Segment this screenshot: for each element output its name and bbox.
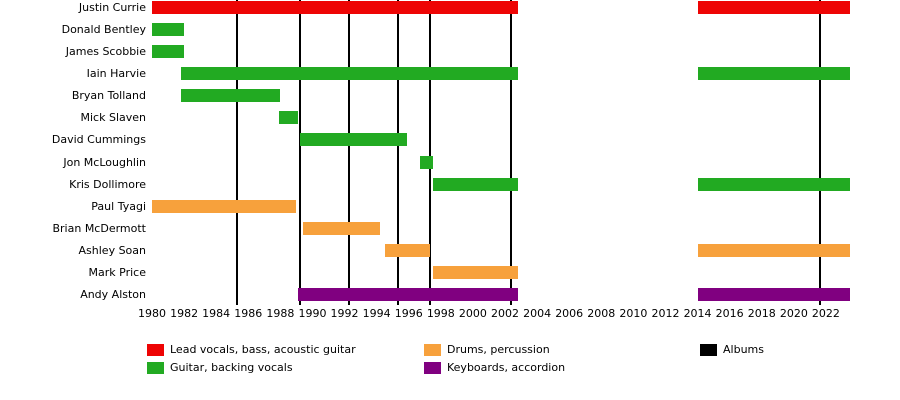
member-name-label: Mark Price	[88, 266, 146, 280]
plot-area	[152, 0, 850, 305]
x-axis-tick-label: 1988	[266, 307, 295, 320]
member-name-label: Kris Dollimore	[69, 177, 146, 191]
x-axis-tick-label: 1986	[234, 307, 263, 320]
album-release-line	[510, 0, 513, 305]
member-name-label: David Cummings	[51, 133, 146, 147]
x-axis-tick-label: 2016	[715, 307, 744, 320]
member-name-label: Bryan Tolland	[71, 89, 146, 103]
x-axis-tick-label: 2020	[779, 307, 808, 320]
legend-color-swatch	[147, 344, 164, 356]
member-name-label: Brian McDermott	[52, 222, 146, 235]
x-axis-tick-label: 1996	[394, 307, 423, 320]
member-tenure-bar	[697, 177, 850, 191]
member-tenure-bar	[697, 288, 850, 302]
member-tenure-bar	[697, 244, 850, 258]
x-axis-tick-label: 2002	[491, 307, 519, 320]
member-tenure-bar	[152, 44, 185, 58]
member-tenure-bar	[152, 0, 518, 14]
legend-color-swatch	[424, 344, 441, 356]
legend-color-swatch	[700, 344, 717, 356]
legend-label: Keyboards, accordion	[447, 361, 566, 374]
album-release-line	[396, 0, 399, 305]
member-tenure-bar	[299, 133, 408, 147]
member-tenure-bar	[180, 66, 518, 80]
member-name-label: Jon McLoughlin	[63, 155, 146, 169]
member-tenure-bar	[432, 266, 518, 280]
member-name-label: James Scobbie	[65, 44, 146, 58]
member-tenure-bar	[152, 22, 185, 36]
legend-label: Albums	[723, 343, 764, 356]
x-axis-tick-label: 1998	[426, 307, 455, 320]
album-release-line	[428, 0, 431, 305]
legend-label: Drums, percussion	[447, 343, 550, 356]
x-axis-tick-label: 2012	[651, 307, 680, 320]
x-axis-tick-label: 2018	[747, 307, 776, 320]
album-release-line	[298, 0, 301, 305]
member-tenure-bar	[419, 155, 433, 169]
album-release-line	[348, 0, 351, 305]
member-name-label: Ashley Soan	[78, 244, 146, 258]
x-axis-tick-label: 2014	[683, 307, 712, 320]
member-tenure-bar	[697, 0, 850, 14]
x-axis-tick-label: 1994	[362, 307, 391, 320]
album-release-line	[818, 0, 821, 305]
member-tenure-bar	[697, 66, 850, 80]
x-axis-tick-label: 2022	[811, 307, 840, 320]
member-tenure-bar	[152, 199, 297, 213]
x-axis-tick-label: 2008	[587, 307, 616, 320]
member-name-label: Iain Harvie	[86, 66, 146, 80]
legend-label: Guitar, backing vocals	[170, 361, 293, 374]
member-tenure-bar	[278, 111, 298, 125]
member-tenure-bar	[298, 288, 518, 302]
x-axis-tick-label: 2010	[619, 307, 648, 320]
member-tenure-bar	[432, 177, 518, 191]
x-axis-tick-label: 1990	[298, 307, 327, 320]
member-name-label: Andy Alston	[80, 288, 146, 302]
x-axis-tick-label: 1982	[170, 307, 199, 320]
member-name-label: Justin Currie	[78, 0, 146, 14]
x-axis-tick-label: 1984	[202, 307, 231, 320]
x-axis-tick-label: 2004	[523, 307, 552, 320]
x-axis-tick-label: 1980	[138, 307, 166, 320]
legend-color-swatch	[424, 362, 441, 374]
member-tenure-bar	[180, 89, 281, 103]
album-release-line	[236, 0, 239, 305]
member-name-label: Mick Slaven	[80, 111, 147, 125]
x-axis-tick-label: 2000	[458, 307, 487, 320]
legend-label: Lead vocals, bass, acoustic guitar	[170, 343, 356, 356]
member-tenure-bar	[302, 222, 380, 235]
legend-color-swatch	[147, 362, 164, 374]
member-name-label: Donald Bentley	[61, 22, 146, 36]
member-tenure-bar	[384, 244, 430, 258]
x-axis-tick-label: 2006	[555, 307, 584, 320]
x-axis-tick-label: 1992	[330, 307, 359, 320]
member-name-label: Paul Tyagi	[91, 199, 146, 213]
